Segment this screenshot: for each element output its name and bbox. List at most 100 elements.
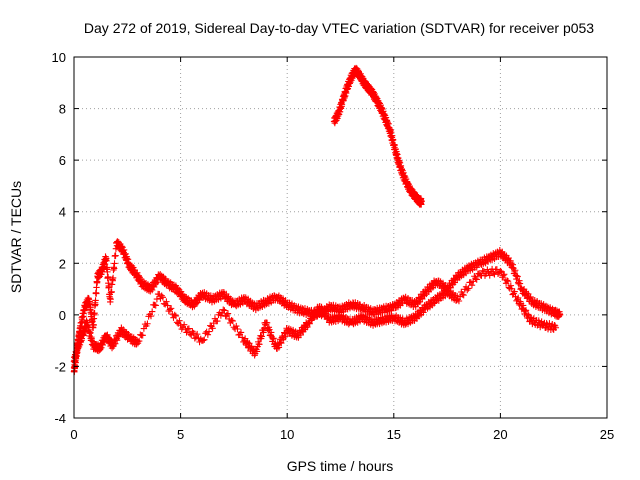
x-tick-label: 20 bbox=[493, 427, 507, 442]
data-point bbox=[263, 319, 271, 326]
data-point bbox=[104, 268, 111, 276]
data-point bbox=[472, 274, 479, 282]
data-point bbox=[234, 325, 241, 333]
data-point bbox=[519, 302, 527, 309]
data-point bbox=[209, 325, 216, 332]
data-point bbox=[201, 336, 208, 343]
x-tick-label: 25 bbox=[600, 427, 614, 442]
data-point bbox=[514, 294, 522, 302]
data-point bbox=[257, 332, 264, 339]
data-point bbox=[420, 309, 427, 316]
data-point bbox=[151, 301, 158, 309]
data-point bbox=[109, 274, 117, 282]
data-point bbox=[268, 329, 275, 336]
data-point bbox=[297, 331, 305, 339]
data-point bbox=[512, 267, 519, 274]
data-point bbox=[519, 304, 526, 312]
data-point bbox=[94, 278, 101, 286]
data-point bbox=[90, 321, 97, 329]
data-point bbox=[105, 284, 113, 291]
data-point bbox=[507, 282, 515, 289]
data-point bbox=[171, 311, 178, 319]
data-point bbox=[304, 323, 311, 331]
data-point bbox=[135, 337, 143, 345]
data-point bbox=[278, 339, 285, 347]
data-point bbox=[524, 311, 532, 318]
data-point bbox=[89, 318, 96, 325]
data-point bbox=[159, 294, 167, 301]
data-point bbox=[514, 273, 521, 280]
y-tick-label: 6 bbox=[59, 153, 66, 168]
y-axis-ticks: -4 -2 0 2 4 6 8 10 bbox=[52, 50, 607, 426]
data-point bbox=[260, 324, 268, 332]
x-axis-label: GPS time / hours bbox=[287, 458, 394, 474]
data-point bbox=[511, 288, 518, 295]
data-point bbox=[112, 252, 119, 259]
data-point bbox=[527, 293, 534, 301]
data-point bbox=[552, 324, 560, 331]
y-tick-label: 2 bbox=[59, 256, 66, 271]
y-axis-label: SDTVAR / TECUs bbox=[8, 181, 24, 293]
data-point bbox=[419, 295, 426, 303]
data-point bbox=[500, 272, 507, 279]
data-point bbox=[111, 260, 118, 267]
data-point bbox=[220, 306, 227, 313]
data-point bbox=[522, 307, 530, 314]
data-point bbox=[253, 348, 261, 355]
data-point bbox=[92, 297, 99, 304]
grid-lines bbox=[74, 57, 607, 418]
data-point bbox=[108, 288, 115, 296]
data-point bbox=[486, 272, 493, 279]
data-point bbox=[148, 308, 156, 315]
data-point bbox=[221, 307, 228, 314]
y-tick-label: 8 bbox=[59, 102, 66, 117]
data-point bbox=[205, 328, 213, 335]
data-point bbox=[233, 322, 240, 330]
data-point bbox=[258, 333, 265, 340]
data-point bbox=[508, 285, 515, 293]
chart-title: Day 272 of 2019, Sidereal Day-to-day VTE… bbox=[84, 20, 594, 36]
data-point bbox=[107, 296, 114, 303]
data-point bbox=[122, 250, 129, 257]
data-point bbox=[473, 276, 480, 283]
data-point bbox=[522, 307, 529, 315]
data-point bbox=[223, 311, 230, 319]
y-tick-label: 4 bbox=[59, 205, 66, 220]
x-tick-label: 15 bbox=[387, 427, 401, 442]
data-point bbox=[516, 280, 524, 287]
plot-frame bbox=[73, 56, 608, 419]
y-tick-label: 10 bbox=[52, 50, 66, 65]
data-point bbox=[270, 335, 277, 342]
x-tick-label: 5 bbox=[177, 427, 184, 442]
data-point bbox=[204, 331, 212, 338]
data-point bbox=[190, 329, 197, 337]
data-point bbox=[93, 290, 100, 297]
data-point bbox=[260, 329, 267, 336]
data-points bbox=[70, 64, 564, 376]
data-point bbox=[313, 311, 320, 318]
data-point bbox=[540, 320, 547, 328]
data-point bbox=[455, 297, 463, 305]
data-point bbox=[418, 198, 425, 205]
data-point bbox=[460, 291, 467, 299]
data-point bbox=[103, 257, 110, 264]
data-point bbox=[237, 329, 245, 336]
data-point bbox=[104, 273, 112, 281]
y-tick-label: -2 bbox=[54, 359, 66, 374]
data-point bbox=[91, 309, 98, 317]
data-point bbox=[504, 278, 512, 285]
data-point bbox=[147, 312, 155, 320]
data-point bbox=[516, 277, 523, 284]
data-point bbox=[185, 325, 193, 332]
data-point bbox=[199, 337, 207, 344]
data-point bbox=[256, 341, 263, 348]
data-point bbox=[503, 277, 511, 284]
data-point bbox=[110, 341, 117, 349]
y-tick-label: -4 bbox=[54, 411, 66, 426]
data-point bbox=[176, 317, 183, 324]
data-point bbox=[527, 314, 535, 321]
data-point bbox=[87, 329, 94, 336]
data-point bbox=[465, 285, 472, 292]
data-point bbox=[430, 300, 438, 307]
